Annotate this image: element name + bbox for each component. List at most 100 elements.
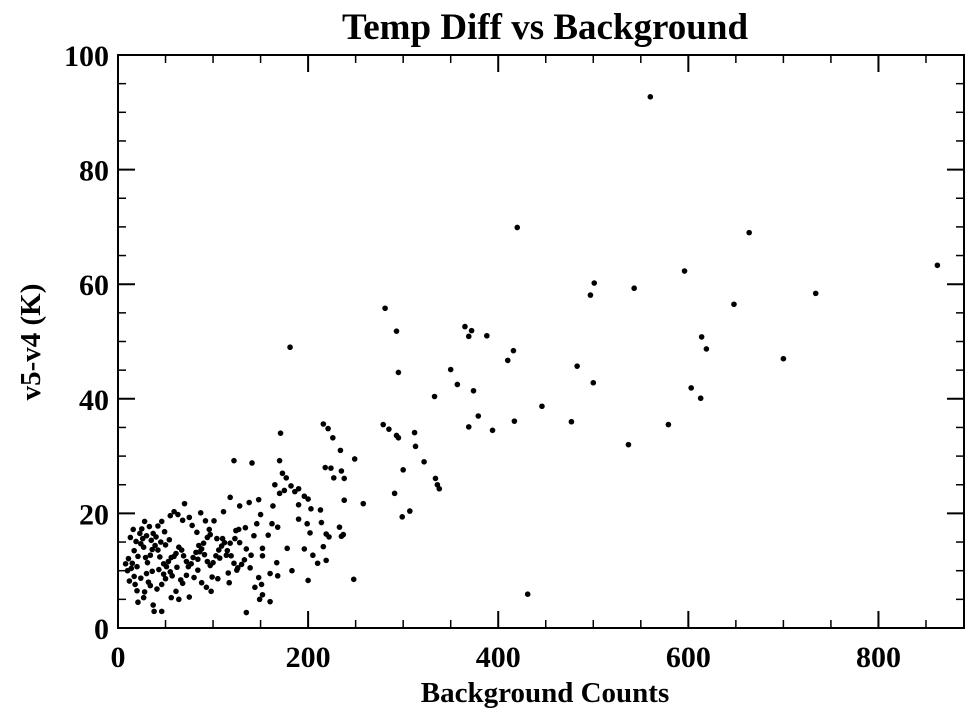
data-point <box>524 591 531 597</box>
data-point <box>186 514 193 521</box>
data-point <box>284 545 291 552</box>
data-point <box>276 490 283 497</box>
data-point <box>391 490 398 497</box>
data-point <box>202 518 209 524</box>
data-point <box>228 553 234 559</box>
data-point <box>227 540 233 546</box>
data-point <box>307 530 313 536</box>
data-point <box>273 559 280 566</box>
data-point <box>287 344 293 351</box>
data-point <box>255 574 262 581</box>
data-point <box>320 421 327 427</box>
data-point <box>251 532 257 539</box>
data-point <box>283 475 290 481</box>
data-point <box>568 418 575 425</box>
data-point <box>625 441 632 448</box>
data-point <box>220 508 227 515</box>
data-point <box>431 393 438 400</box>
data-point <box>195 567 201 573</box>
data-point <box>305 577 311 584</box>
data-point <box>484 332 490 339</box>
data-point <box>154 586 160 592</box>
data-point <box>174 564 180 571</box>
data-point <box>163 563 170 570</box>
data-point <box>697 395 704 402</box>
data-point <box>215 575 221 582</box>
data-point <box>274 573 281 579</box>
x-tick-label: 600 <box>666 641 711 674</box>
data-point <box>233 527 239 534</box>
data-point <box>138 575 144 581</box>
data-point <box>190 554 196 561</box>
data-point <box>149 546 156 553</box>
data-point <box>341 475 348 482</box>
data-point <box>155 523 161 529</box>
data-point <box>153 534 159 540</box>
data-point <box>194 529 200 536</box>
data-point <box>167 512 174 519</box>
data-point <box>189 522 195 529</box>
data-point <box>326 534 332 540</box>
data-point <box>310 552 316 559</box>
data-point <box>591 280 598 286</box>
data-point <box>314 560 321 567</box>
data-point <box>320 543 327 550</box>
y-tick-label: 40 <box>79 384 109 417</box>
data-point <box>157 554 163 560</box>
data-point <box>454 381 461 388</box>
data-point <box>318 519 325 526</box>
data-point <box>162 542 169 548</box>
data-point <box>204 534 211 541</box>
data-point <box>243 546 250 552</box>
x-axis-label: Background Counts <box>421 677 669 709</box>
data-point <box>140 544 147 551</box>
data-point <box>295 516 302 522</box>
data-point <box>151 608 157 615</box>
data-point <box>152 542 158 549</box>
data-point <box>407 508 413 514</box>
data-point <box>395 434 402 441</box>
data-point <box>211 518 217 524</box>
data-point <box>126 578 133 584</box>
data-point <box>421 459 427 465</box>
data-point <box>134 587 140 594</box>
axis-ticks <box>117 54 964 629</box>
data-point <box>340 531 347 538</box>
data-point <box>330 434 336 441</box>
data-point <box>412 443 419 450</box>
data-point <box>131 573 137 580</box>
data-point <box>504 357 511 364</box>
data-point <box>210 559 216 566</box>
data-point <box>338 468 345 474</box>
data-point <box>171 508 177 515</box>
data-point <box>246 499 252 506</box>
data-point <box>167 569 174 575</box>
data-point <box>292 488 298 495</box>
data-point <box>232 535 238 542</box>
data-point <box>236 539 243 546</box>
data-point <box>147 552 154 559</box>
data-point <box>226 579 233 586</box>
data-point <box>698 334 705 340</box>
data-point <box>276 457 283 464</box>
data-point <box>288 483 294 489</box>
data-point <box>158 581 165 588</box>
data-point <box>137 530 143 537</box>
y-tick-label: 100 <box>64 40 109 73</box>
data-point <box>224 547 231 554</box>
data-point <box>133 538 139 545</box>
data-point <box>341 497 348 504</box>
data-point <box>681 268 688 274</box>
data-point <box>183 572 190 579</box>
data-point <box>178 547 185 553</box>
data-point <box>411 429 418 436</box>
data-point <box>124 567 131 574</box>
data-point <box>168 594 175 601</box>
data-point <box>328 465 334 471</box>
data-point <box>138 526 145 532</box>
data-point <box>243 609 250 616</box>
data-point <box>386 426 392 432</box>
data-point <box>150 602 156 608</box>
data-point <box>129 560 136 567</box>
data-point <box>208 588 214 595</box>
